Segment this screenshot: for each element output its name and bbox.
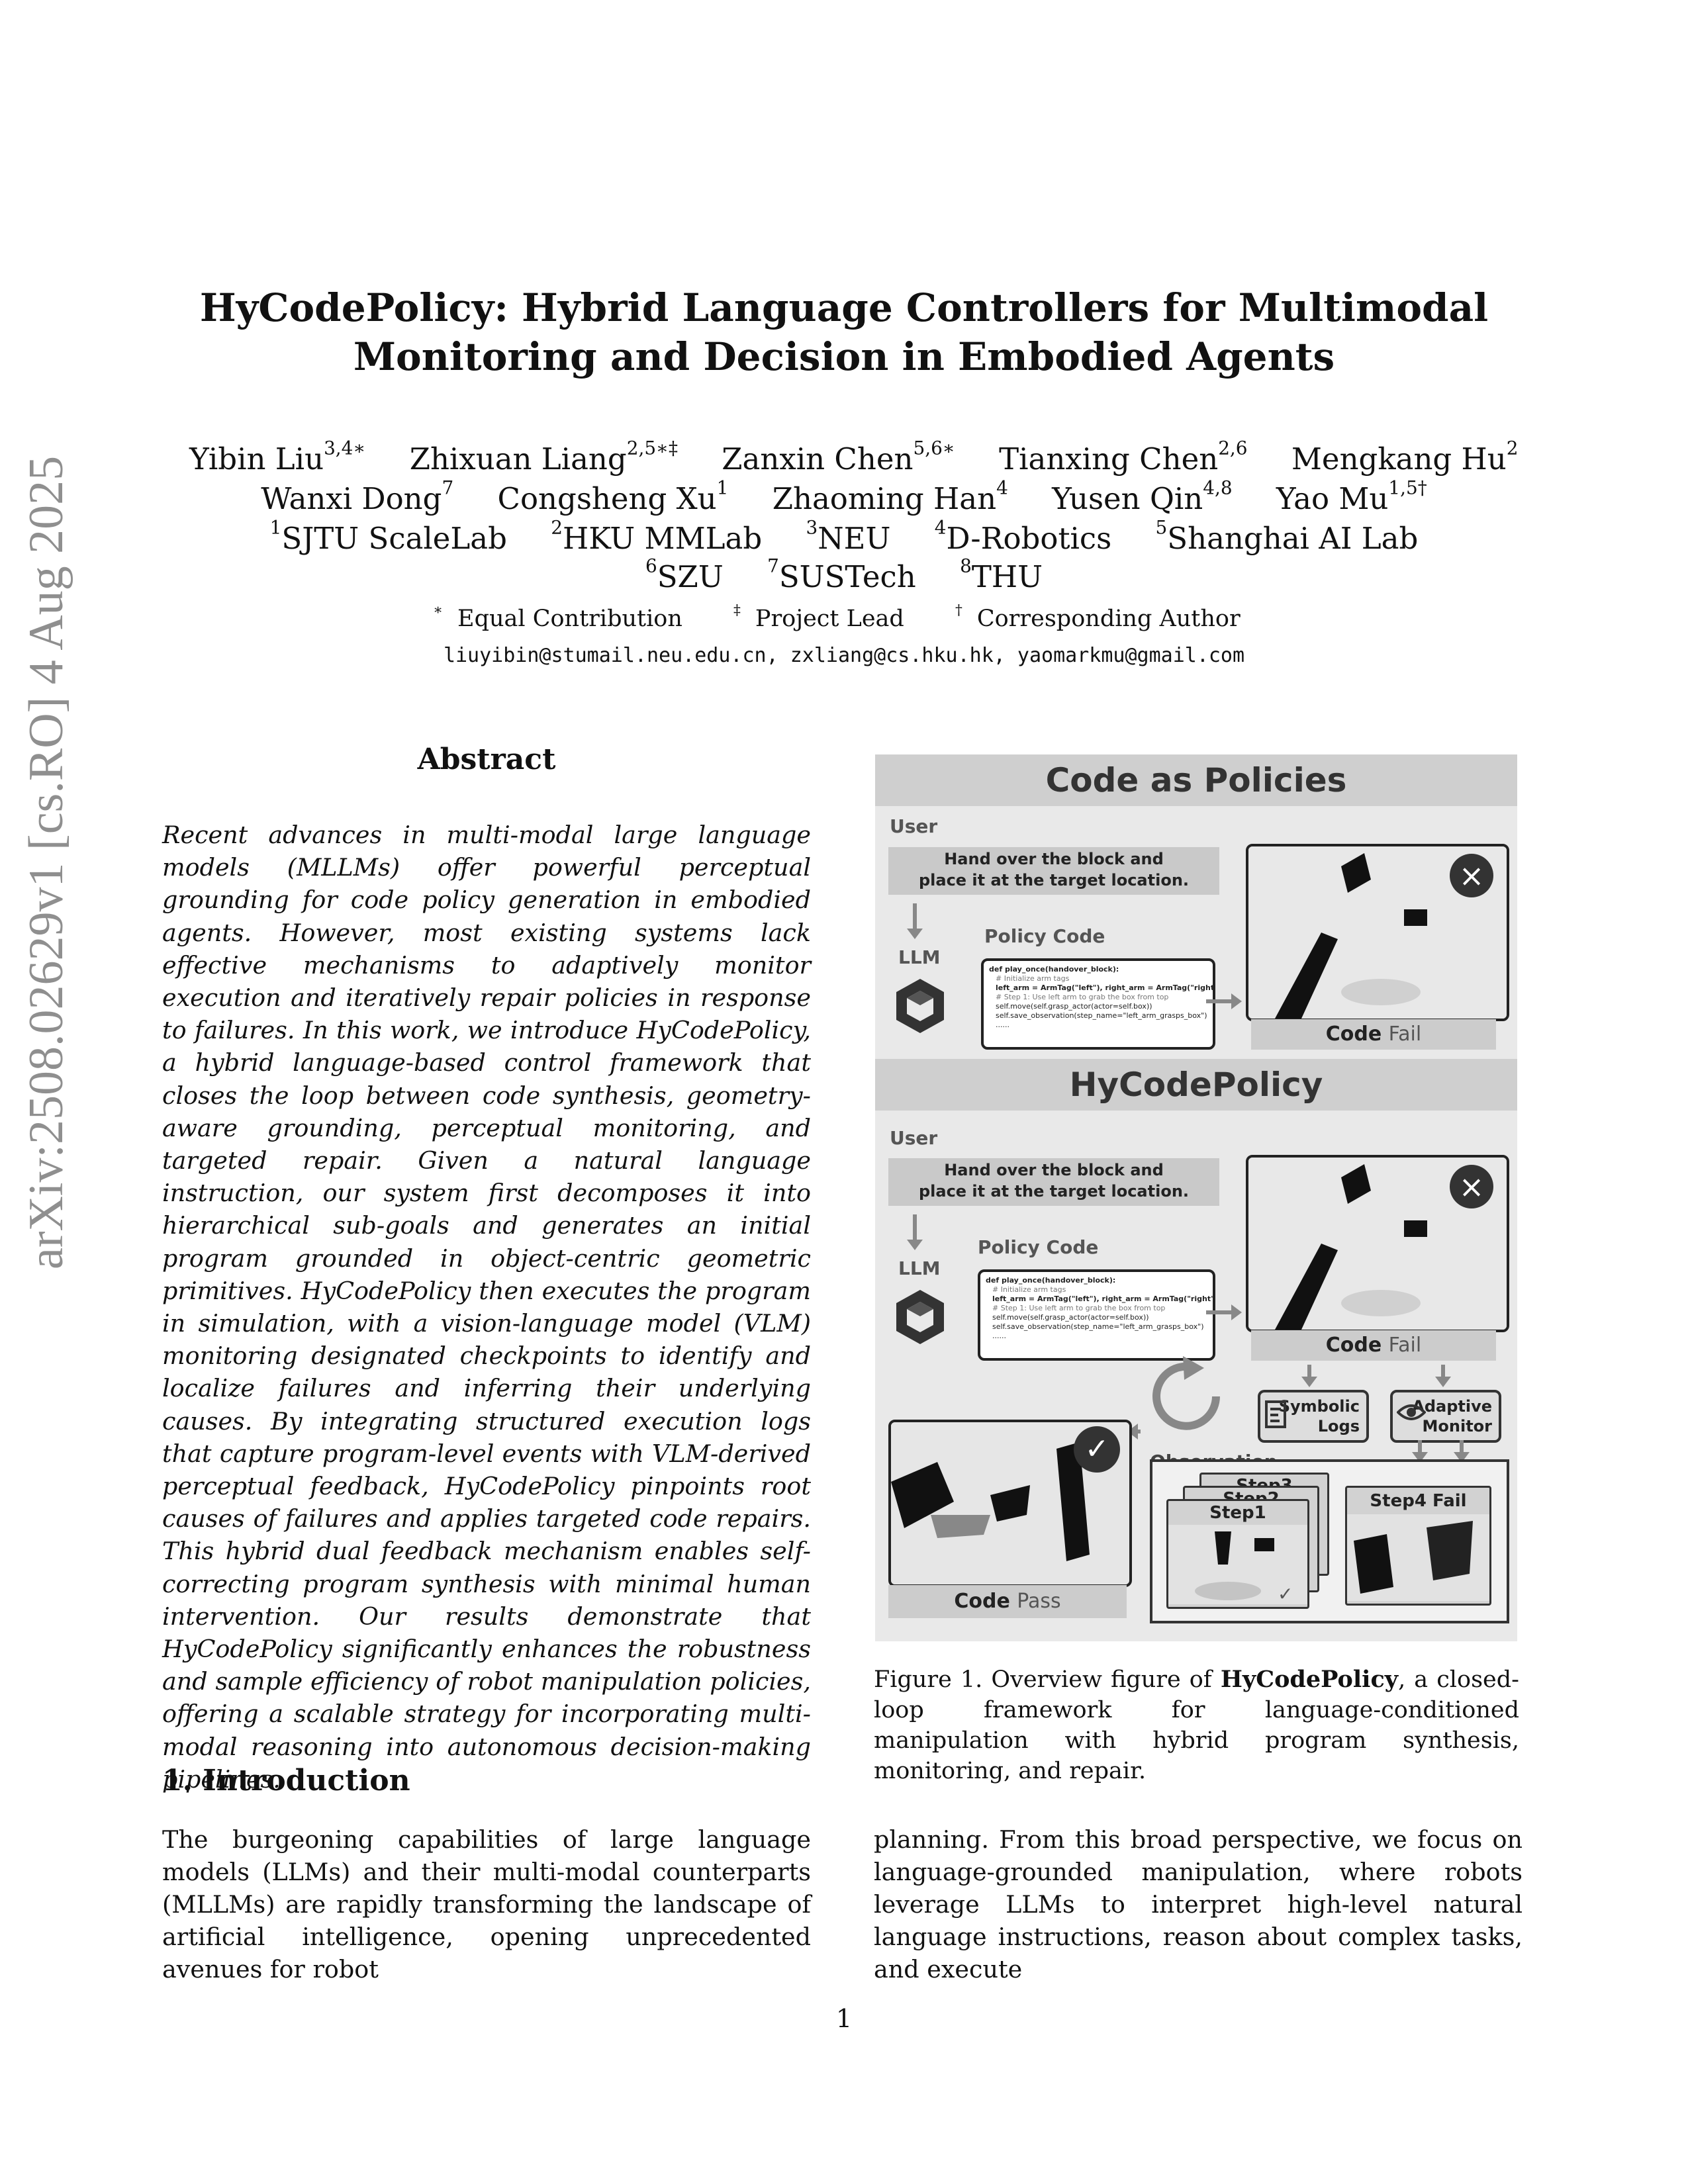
author: Congsheng Xu1	[497, 477, 729, 516]
llm-cube-icon	[894, 1287, 947, 1349]
arrow-down	[1454, 1440, 1470, 1463]
user-label: User	[890, 1127, 938, 1149]
abstract-body: Recent advances in multi-modal large lan…	[162, 821, 811, 1794]
note-project-lead: ‡ Project Lead	[733, 602, 904, 632]
affiliation: 5Shanghai AI Lab	[1155, 516, 1419, 556]
affiliation: 7SUSTech	[767, 555, 916, 594]
note-equal-contribution: ∗ Equal Contribution	[433, 602, 682, 632]
instruction-box: Hand over the block and place it at the …	[888, 847, 1219, 895]
arrow-down	[907, 903, 923, 939]
banner-hycodepolicy: HyCodePolicy	[875, 1059, 1517, 1111]
author: Zhaoming Han4	[772, 477, 1008, 516]
eye-icon	[1396, 1402, 1427, 1426]
arrow-down	[1301, 1365, 1317, 1387]
arrow-down	[1412, 1440, 1428, 1463]
banner-code-as-policies: Code as Policies	[875, 754, 1517, 806]
paper-title: HyCodePolicy: Hybrid Language Controller…	[199, 283, 1489, 381]
logs-icon	[1264, 1400, 1287, 1432]
llm-label: LLM	[898, 1257, 941, 1279]
fail-x-icon: ×	[1450, 854, 1493, 897]
scene-image-fail	[1246, 844, 1509, 1021]
author-row-2: Wanxi Dong7 Congsheng Xu1 Zhaoming Han4 …	[172, 477, 1516, 518]
introduction-heading: 1. Introduction	[162, 1764, 410, 1797]
instruction-box: Hand over the block and place it at the …	[888, 1158, 1219, 1206]
affiliation: 8THU	[960, 555, 1043, 594]
affiliation-row-1: 1SJTU ScaleLab 2HKU MMLab 3NEU 4D-Roboti…	[172, 516, 1516, 558]
introduction-column-2: planning. From this broad perspective, w…	[874, 1825, 1523, 1983]
author: Tianxing Chen2,6	[999, 437, 1248, 477]
code-pass-bar: Code Pass	[888, 1585, 1127, 1618]
affiliation: 4D-Robotics	[934, 516, 1112, 556]
author: Zhixuan Liang2,5∗‡	[409, 437, 678, 477]
author: Zanxin Chen5,6∗	[722, 437, 955, 477]
author: Mengkang Hu2	[1291, 437, 1519, 477]
code-fail-bar: Code Fail	[1251, 1019, 1496, 1050]
abstract-heading: Abstract	[417, 743, 556, 776]
affiliation: 1SJTU ScaleLab	[269, 516, 507, 556]
arxiv-stamp: arXiv:2508.02629v1 [cs.RO] 4 Aug 2025	[19, 455, 73, 1269]
affiliation: 3NEU	[806, 516, 891, 556]
introduction-column-1: The burgeoning capabilities of large lan…	[162, 1825, 811, 1983]
pass-check-icon: ✓	[1074, 1426, 1120, 1473]
author: Yao Mu1,5†	[1276, 477, 1427, 516]
policy-code-box: def play_once(handover_block): # Initial…	[981, 958, 1215, 1050]
author: Wanxi Dong7	[261, 477, 454, 516]
loop-refresh-icon	[1143, 1353, 1229, 1442]
figure-1: Code as Policies User Hand over the bloc…	[875, 754, 1517, 1641]
title-line-1: HyCodePolicy: Hybrid Language Controller…	[199, 285, 1489, 330]
llm-cube-icon	[894, 976, 947, 1038]
title-line-2: Monitoring and Decision in Embodied Agen…	[353, 334, 1335, 379]
step-4-fail-card: Step4 Fail	[1345, 1486, 1491, 1606]
author: Yusen Qin4,8	[1052, 477, 1233, 516]
figure-caption: Figure 1. Overview figure of HyCodePolic…	[874, 1666, 1519, 1784]
author-emails: liuyibin@stumail.neu.edu.cn, zxliang@cs.…	[443, 644, 1245, 667]
policy-code-label: Policy Code	[984, 925, 1105, 947]
arrow-down	[907, 1214, 923, 1250]
page-number: 1	[835, 2004, 853, 2033]
arrow-down	[1435, 1365, 1451, 1387]
arrow-right	[1206, 1304, 1242, 1320]
arrow-right	[1206, 993, 1242, 1009]
note-corresponding-author: † Corresponding Author	[955, 602, 1241, 632]
affiliation: 6SZU	[645, 555, 724, 594]
step-check-icon: ✓	[1278, 1583, 1293, 1605]
affiliation: 2HKU MMLab	[551, 516, 763, 556]
policy-code-box: def play_once(handover_block): # Initial…	[978, 1269, 1215, 1361]
author-row-1: Yibin Liu3,4∗ Zhixuan Liang2,5∗‡ Zanxin …	[172, 437, 1519, 478]
llm-label: LLM	[898, 946, 941, 968]
fail-x-icon: ×	[1450, 1165, 1493, 1208]
arrow-left	[1137, 1430, 1141, 1433]
author-notes: ∗ Equal Contribution ‡ Project Lead † Corre…	[199, 602, 1489, 635]
code-fail-bar: Code Fail	[1251, 1330, 1496, 1361]
policy-code-label: Policy Code	[978, 1236, 1099, 1258]
user-label: User	[890, 815, 938, 837]
author: Yibin Liu3,4∗	[189, 437, 366, 477]
affiliation-row-2: 6SZU 7SUSTech 8THU	[172, 555, 1516, 596]
step-1-card: Step1	[1166, 1499, 1309, 1609]
